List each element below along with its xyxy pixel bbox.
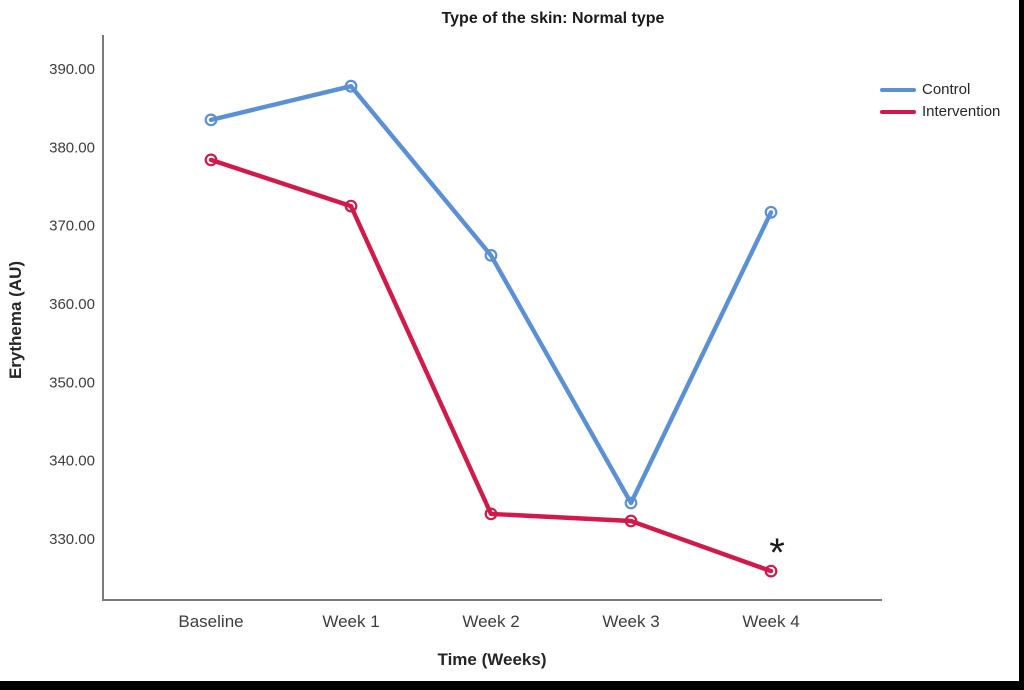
right-border-bar: [1019, 0, 1024, 690]
series-marker-control: [764, 205, 778, 219]
y-tick-label: 360.00: [49, 296, 95, 313]
legend-label: Control: [922, 81, 971, 98]
y-tick-label: 390.00: [49, 61, 95, 78]
series-line-control: [208, 83, 774, 506]
series-marker-intervention: [204, 153, 218, 167]
legend-swatch: [880, 109, 916, 114]
series-line-intervention: [208, 157, 774, 574]
y-tick-label: 370.00: [49, 218, 95, 235]
legend-label: Intervention: [922, 103, 1001, 120]
significance-asterisk: *: [769, 531, 785, 575]
chart-title: Type of the skin: Normal type: [441, 10, 665, 27]
legend-item: Intervention: [880, 103, 1000, 120]
x-tick-label: Week 4: [742, 612, 799, 631]
legend-item: Control: [880, 81, 1000, 98]
series-marker-intervention: [624, 514, 638, 528]
x-tick-label: Week 1: [322, 612, 379, 631]
x-axis-title: Time (Weeks): [437, 650, 547, 669]
series-marker-intervention: [484, 507, 498, 521]
series-marker-intervention: [344, 199, 358, 213]
y-tick-label: 350.00: [49, 374, 95, 391]
legend-swatch: [880, 87, 916, 92]
series-marker-control: [344, 79, 358, 93]
series-marker-intervention: [764, 564, 778, 578]
series-marker-control: [204, 113, 218, 127]
x-tick-label: Week 3: [602, 612, 659, 631]
x-tick-label: Baseline: [178, 612, 243, 631]
series-marker-control: [624, 496, 638, 510]
y-tick-label: 380.00: [49, 139, 95, 156]
x-tick-label: Week 2: [462, 612, 519, 631]
axis-lines: [102, 35, 882, 601]
legend: Control Intervention: [880, 81, 1000, 120]
y-tick-label: 330.00: [49, 531, 95, 548]
y-tick-label: 340.00: [49, 453, 95, 470]
bottom-border-bar: [0, 681, 1024, 690]
series-marker-control: [484, 248, 498, 262]
